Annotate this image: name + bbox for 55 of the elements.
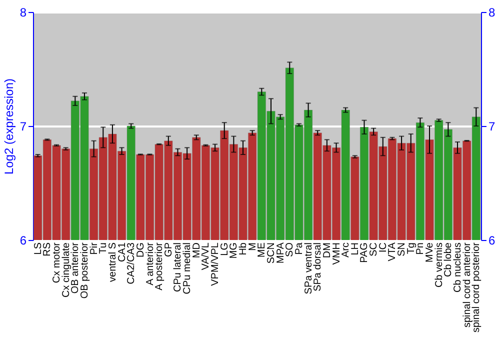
x-tick-label: ventral S bbox=[107, 242, 118, 282]
x-tick-label: CA2/CA3 bbox=[126, 242, 138, 284]
x-tick-label: A anterior bbox=[144, 242, 156, 286]
x-tick-label: spinal cord posterior bbox=[471, 242, 482, 333]
x-tick-label: IC bbox=[378, 242, 389, 252]
x-tick-label: OB posterior bbox=[79, 242, 90, 299]
x-tick-label: VMH bbox=[331, 242, 342, 265]
x-tick-label: M bbox=[247, 242, 258, 251]
x-tick-label: Cb nucleus bbox=[452, 242, 464, 293]
x-tick-label: DG bbox=[135, 242, 146, 258]
x-tick-label: MVe bbox=[424, 242, 436, 263]
y-tick-label: 8 bbox=[20, 6, 27, 20]
x-tick-label: DM bbox=[322, 242, 333, 258]
x-tick-label: CA1 bbox=[116, 242, 128, 262]
x-tick-label: LH bbox=[350, 242, 361, 256]
x-tick-label: ME bbox=[256, 242, 268, 258]
x-tick-label: Tu bbox=[98, 242, 110, 254]
y-axis-title: Log2 (expression) bbox=[2, 78, 16, 175]
x-tick-label: LS bbox=[32, 242, 44, 255]
x-tick-label: SPa ventral bbox=[303, 242, 314, 294]
x-tick-label: SC bbox=[368, 242, 380, 256]
x-tick-label: Cx cingulate bbox=[60, 242, 72, 298]
y2-tick-label: 6 bbox=[488, 234, 496, 248]
y2-tick-label: 7 bbox=[488, 120, 496, 134]
x-tick-label: MG bbox=[228, 242, 240, 259]
x-tick-label: Cb vermis bbox=[434, 242, 445, 288]
x-tick-label: Cb lobe bbox=[443, 242, 454, 277]
x-tick-label: LG bbox=[219, 242, 230, 256]
x-tick-label: SN bbox=[396, 242, 408, 256]
x-tick-label: SCN bbox=[266, 242, 277, 264]
x-tick-label: RS bbox=[42, 242, 54, 256]
x-tick-label: OB anterior bbox=[70, 242, 82, 294]
x-tick-label: Arc bbox=[340, 242, 352, 258]
x-tick-label: Cx motor bbox=[52, 242, 62, 284]
x-tick-label: GP bbox=[163, 242, 174, 257]
x-tick-label: spinal cord anterior bbox=[462, 242, 473, 328]
x-tick-label: Tg bbox=[406, 242, 417, 254]
y2-tick-label: 8 bbox=[488, 6, 496, 20]
x-tick-label: Hb bbox=[238, 242, 250, 256]
x-tick-label: CPu lateral bbox=[172, 242, 184, 292]
x-tick-label: CPu medial bbox=[182, 242, 194, 294]
y-tick-label: 7 bbox=[20, 120, 27, 134]
x-tick-label: A posterior bbox=[154, 242, 166, 290]
x-tick-label: VPM/VPL bbox=[210, 242, 222, 286]
x-tick-label: PAG bbox=[359, 242, 370, 263]
x-tick-label: SPa dorsal bbox=[312, 242, 324, 292]
x-tick-label: Pn bbox=[415, 242, 426, 255]
x-tick-label: Pir bbox=[88, 242, 100, 255]
x-tick-label: Pa bbox=[294, 242, 305, 255]
x-tick-label: VA/VL bbox=[200, 242, 212, 270]
x-tick-label: SO bbox=[284, 242, 296, 257]
y-tick-label: 6 bbox=[20, 234, 27, 248]
x-tick-label: VTA bbox=[387, 242, 398, 262]
x-tick-label: MPA bbox=[275, 242, 286, 264]
x-tick-label: MD bbox=[191, 242, 202, 258]
